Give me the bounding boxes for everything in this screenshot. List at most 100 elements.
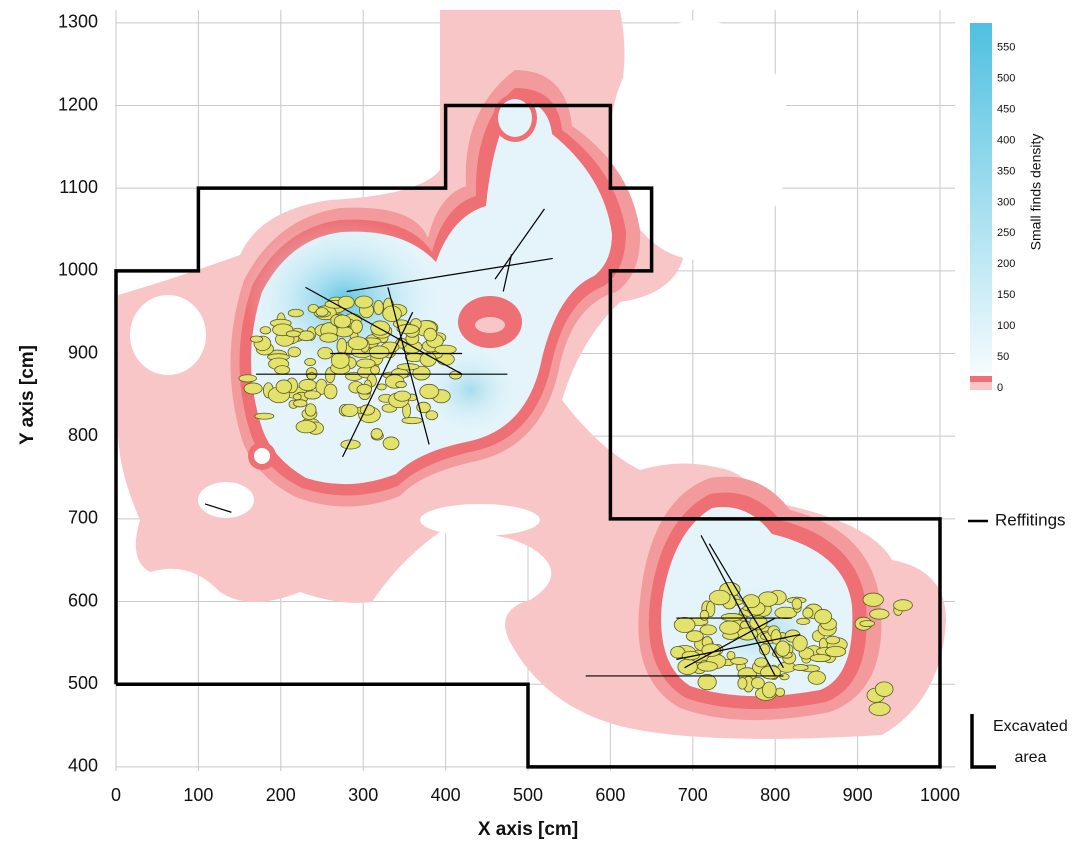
find bbox=[775, 640, 791, 657]
find bbox=[323, 383, 338, 400]
find bbox=[315, 307, 329, 317]
find bbox=[893, 599, 913, 612]
y-tick-label: 1000 bbox=[58, 260, 98, 280]
density-gap bbox=[198, 482, 254, 518]
find bbox=[330, 352, 350, 369]
x-tick-label: 500 bbox=[513, 785, 543, 805]
find bbox=[434, 344, 457, 355]
x-tick-label: 1000 bbox=[920, 785, 960, 805]
find bbox=[376, 383, 387, 391]
find bbox=[285, 330, 301, 338]
find bbox=[356, 358, 376, 369]
find bbox=[243, 382, 263, 395]
find bbox=[423, 327, 438, 342]
refitting-line bbox=[708, 543, 784, 668]
colorbar-zero bbox=[970, 382, 992, 390]
x-axis-title: X axis [cm] bbox=[478, 819, 578, 840]
find bbox=[802, 607, 814, 619]
find bbox=[293, 399, 308, 408]
density-gap bbox=[610, 20, 790, 260]
find bbox=[868, 701, 891, 716]
y-tick-label: 1200 bbox=[58, 94, 98, 114]
colorbar-tick-label: 50 bbox=[997, 351, 1009, 363]
find bbox=[395, 381, 407, 389]
find bbox=[869, 608, 890, 620]
find bbox=[275, 379, 292, 394]
find bbox=[825, 635, 840, 645]
find bbox=[859, 620, 876, 628]
find bbox=[340, 403, 359, 417]
colorbar-tick-label: 0 bbox=[997, 382, 1003, 394]
find bbox=[354, 295, 374, 309]
find bbox=[412, 365, 431, 381]
density-gap bbox=[498, 99, 532, 137]
find bbox=[298, 330, 315, 342]
x-tick-label: 600 bbox=[595, 785, 625, 805]
legend-label: Reffitings bbox=[995, 510, 1066, 529]
y-tick-label: 800 bbox=[68, 425, 98, 445]
find bbox=[677, 658, 698, 676]
colorbar bbox=[970, 23, 992, 373]
x-tick-label: 200 bbox=[266, 785, 296, 805]
finds bbox=[238, 295, 913, 716]
find bbox=[779, 673, 790, 681]
refitting-line bbox=[204, 503, 232, 513]
find bbox=[393, 390, 412, 402]
colorbar-zero bbox=[970, 376, 992, 382]
find bbox=[303, 390, 321, 400]
find bbox=[874, 681, 894, 697]
colorbar-tick-label: 400 bbox=[997, 134, 1015, 146]
y-tick-label: 1100 bbox=[59, 177, 98, 197]
find bbox=[292, 393, 302, 401]
find bbox=[350, 319, 363, 334]
find bbox=[298, 379, 317, 392]
find bbox=[287, 308, 304, 318]
find bbox=[336, 337, 348, 355]
density-spot bbox=[475, 317, 505, 333]
find bbox=[792, 635, 808, 652]
find bbox=[373, 299, 384, 315]
legend-label: Excavated area bbox=[993, 718, 1068, 766]
find bbox=[249, 335, 264, 343]
colorbar-tick-label: 150 bbox=[997, 289, 1015, 301]
find bbox=[699, 609, 710, 621]
colorbar-tick-label: 550 bbox=[997, 42, 1015, 54]
legend-swatch bbox=[970, 714, 996, 769]
find bbox=[701, 643, 722, 657]
find bbox=[347, 336, 368, 350]
find bbox=[368, 345, 390, 359]
refitting-line bbox=[346, 257, 553, 293]
find bbox=[697, 661, 718, 672]
find bbox=[259, 326, 272, 335]
find bbox=[761, 681, 777, 699]
refitting-line bbox=[684, 617, 776, 669]
find bbox=[862, 592, 884, 607]
refitting-line bbox=[502, 254, 513, 292]
find bbox=[304, 403, 317, 417]
find bbox=[425, 410, 439, 421]
colorbar-tick-label: 200 bbox=[997, 258, 1015, 270]
find bbox=[742, 594, 761, 609]
x-tick-label: 400 bbox=[431, 785, 461, 805]
find bbox=[751, 677, 765, 690]
colorbar-tick-label: 250 bbox=[997, 227, 1015, 239]
density-gap bbox=[420, 504, 540, 536]
find bbox=[719, 620, 741, 635]
find bbox=[254, 412, 275, 420]
y-tick-label: 900 bbox=[68, 342, 98, 362]
find bbox=[685, 630, 704, 643]
find bbox=[295, 420, 317, 434]
find bbox=[287, 346, 302, 358]
refitting-line bbox=[676, 634, 801, 660]
find bbox=[319, 332, 339, 343]
legend: Reffitings Excavated area bbox=[968, 510, 1068, 769]
find bbox=[382, 305, 402, 323]
x-tick-label: 700 bbox=[678, 785, 708, 805]
find bbox=[419, 383, 440, 400]
find bbox=[673, 616, 696, 633]
find bbox=[814, 609, 833, 625]
refitting-line bbox=[700, 535, 776, 677]
colorbar-tick-label: 450 bbox=[997, 104, 1015, 116]
y-tick-label: 500 bbox=[68, 673, 98, 693]
